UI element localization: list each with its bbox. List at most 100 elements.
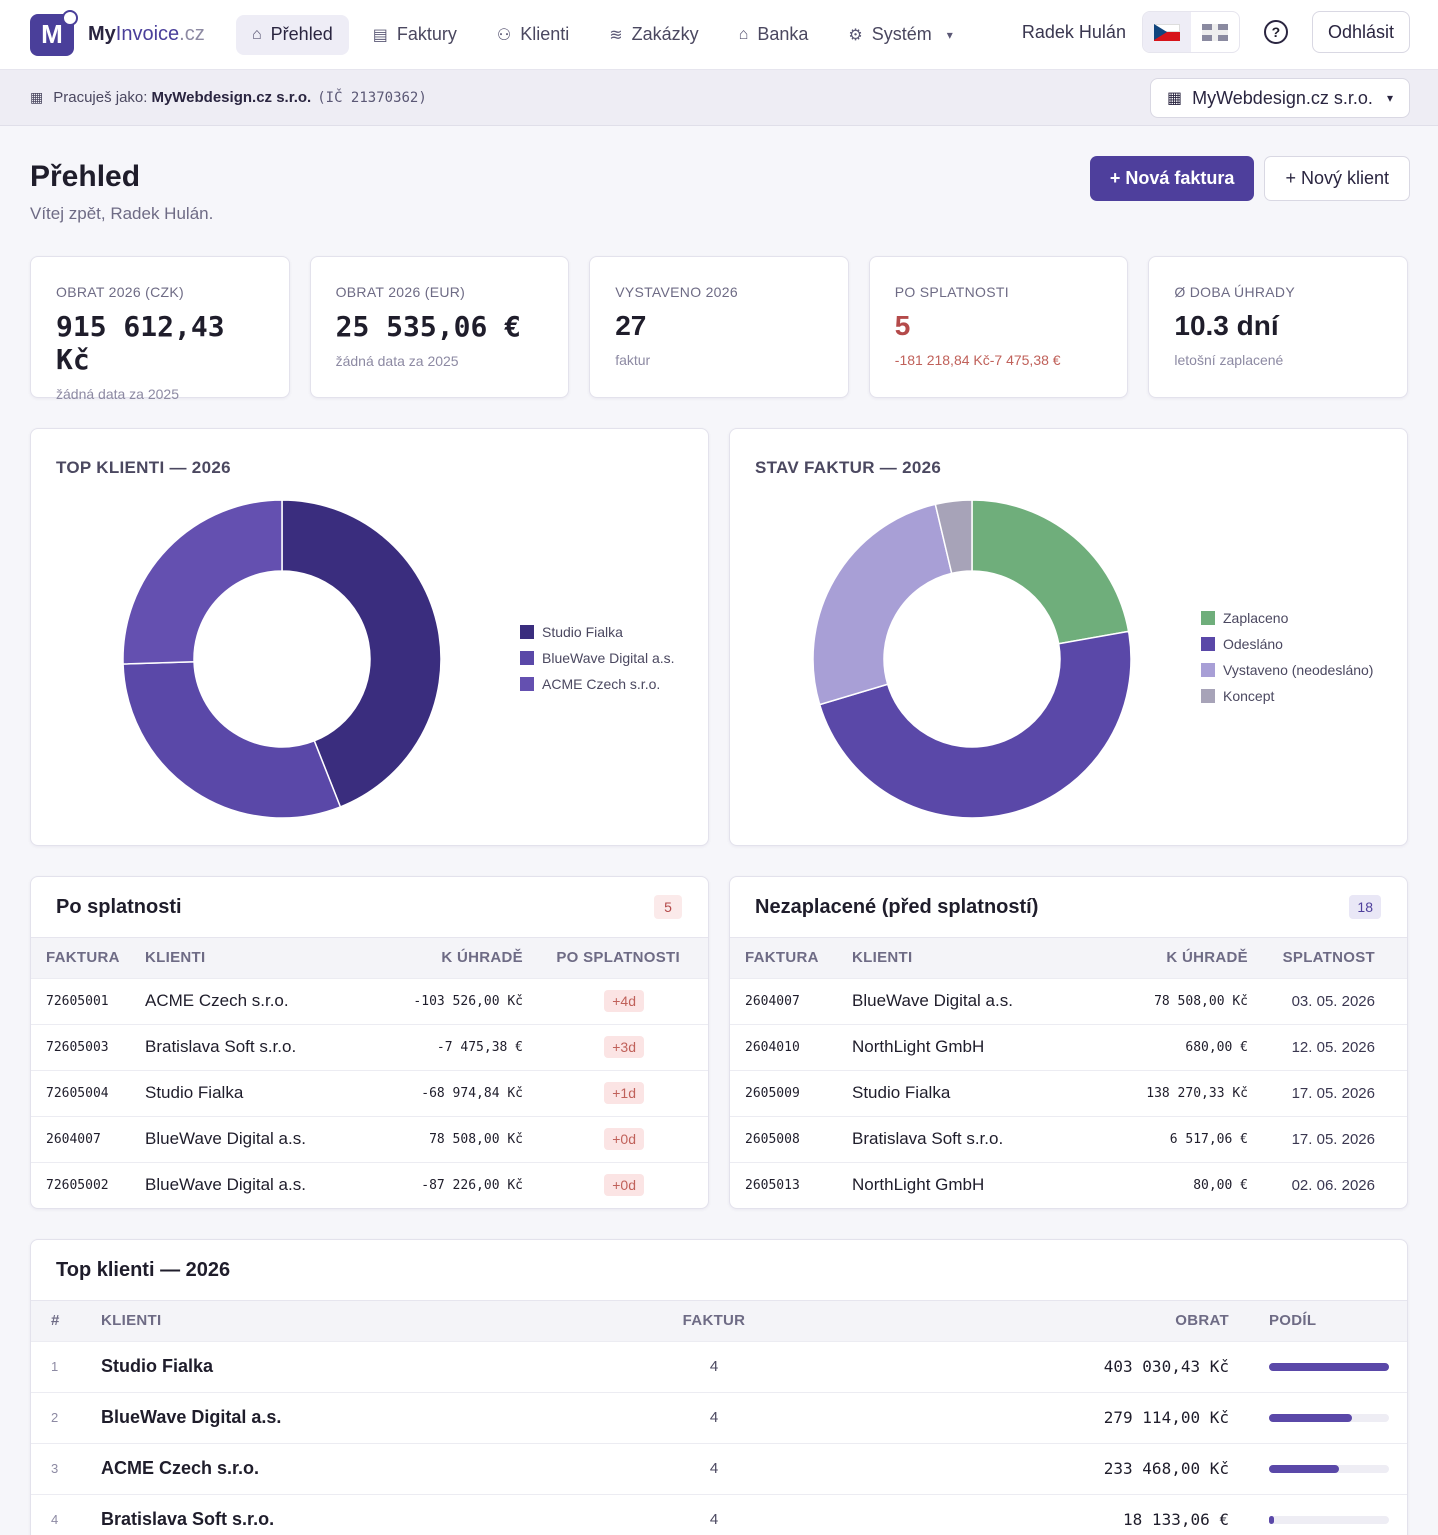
card-title: Nezaplacené (před splatností) — [755, 895, 1039, 918]
nav-item-banka[interactable]: ⌂ Banka — [738, 24, 809, 44]
donut-slice-bluewave-digital-a-s[interactable] — [122, 660, 342, 819]
nav-item-klienti[interactable]: ⚇ Klienti — [496, 24, 570, 44]
invoice-number[interactable]: 2604007 — [31, 1115, 145, 1162]
context-company: MyWebdesign.cz s.r.o. — [151, 89, 312, 106]
invoice-number[interactable]: 2604007 — [730, 977, 852, 1024]
table-row[interactable]: 1 Studio Fialka 4 403 030,43 Kč — [31, 1340, 1407, 1392]
legend-label: ACME Czech s.r.o. — [542, 676, 661, 692]
legend-swatch — [520, 625, 534, 639]
brand-logo[interactable]: M MyInvoice.cz — [30, 9, 236, 56]
kpi-value: 915 612,43 Kč — [56, 310, 225, 376]
table-row[interactable]: 3 ACME Czech s.r.o. 4 233 468,00 Kč — [31, 1442, 1407, 1494]
client-name[interactable]: ACME Czech s.r.o. — [101, 1442, 631, 1494]
company-selector[interactable]: ▦ MyWebdesign.cz s.r.o. ▾ — [1150, 78, 1410, 118]
invoice-number[interactable]: 72605001 — [31, 977, 145, 1024]
rank: 3 — [31, 1442, 101, 1494]
kpi-label: OBRAT 2026 (CZK) — [56, 284, 184, 300]
donut-slice-koncept[interactable] — [934, 499, 973, 575]
kpi-sub: faktur — [615, 352, 651, 368]
nav-item-zakazky[interactable]: ≋ Zakázky — [609, 24, 699, 44]
client-name[interactable]: Bratislava Soft s.r.o. — [101, 1493, 631, 1535]
table-row[interactable]: 72605004 Studio Fialka -68 974,84 Kč +1d — [31, 1069, 708, 1116]
new-client-button[interactable]: + Nový klient — [1264, 156, 1410, 201]
donut-slice-acme-czech-s-r-o[interactable] — [122, 499, 283, 665]
share-cell — [1229, 1442, 1407, 1494]
lang-cz-button[interactable] — [1142, 12, 1191, 52]
legend-label: Zaplaceno — [1223, 610, 1289, 626]
client-name[interactable]: Studio Fialka — [101, 1340, 631, 1392]
table-row[interactable]: 2 BlueWave Digital a.s. 4 279 114,00 Kč — [31, 1391, 1407, 1443]
column-header: PO SPLATNOSTI — [523, 938, 708, 978]
table-row[interactable]: 2605009 Studio Fialka 138 270,33 Kč 17. 05.… — [730, 1069, 1407, 1116]
kpi-card: OBRAT 2026 (CZK) 915 612,43 Kč žádná dat… — [30, 256, 290, 402]
table-row[interactable]: 4 Bratislava Soft s.r.o. 4 18 133,06 € — [31, 1493, 1407, 1535]
legend-item[interactable]: Zaplaceno — [1201, 605, 1373, 631]
table-header-row: FAKTURA KLIENTI K ÚHRADĚ PO SPLATNOSTI — [31, 938, 708, 978]
nav-item-system[interactable]: ⚙ Systém ▾ — [848, 24, 953, 44]
legend-label: Studio Fialka — [542, 624, 623, 640]
context-company-id: (IČ 21370362) — [317, 89, 427, 106]
turnover: 403 030,43 Kč — [797, 1340, 1229, 1392]
invoice-number[interactable]: 2605008 — [730, 1115, 852, 1162]
turnover: 279 114,00 Kč — [797, 1391, 1229, 1443]
page-header: Přehled Vítej zpět, Radek Hulán. + Nová … — [0, 126, 1438, 256]
share-cell — [1229, 1391, 1407, 1443]
amount-due: 6 517,06 € — [1072, 1115, 1248, 1162]
client-name[interactable]: BlueWave Digital a.s. — [101, 1391, 631, 1443]
donut-slice-studio-fialka[interactable] — [281, 499, 442, 808]
donut-slice-vystaveno-neodesl-no[interactable] — [812, 503, 953, 706]
legend-label: Koncept — [1223, 688, 1275, 704]
new-invoice-button[interactable]: + Nová faktura — [1089, 156, 1255, 201]
logout-button[interactable]: Odhlásit — [1311, 11, 1410, 53]
nav-item-prehled[interactable]: ⌂ Přehled — [236, 14, 349, 55]
donut-slice-odesl-no[interactable] — [818, 630, 1132, 819]
chevron-down-icon: ▾ — [946, 27, 953, 42]
language-switcher — [1141, 11, 1240, 53]
legend-item[interactable]: Vystaveno (neodesláno) — [1201, 657, 1373, 683]
table-row[interactable]: 2604010 NorthLight GmbH 680,00 €12. 05. 20… — [730, 1023, 1407, 1070]
legend-item[interactable]: ACME Czech s.r.o. — [520, 671, 675, 697]
donut-slice-zaplaceno[interactable] — [971, 499, 1130, 645]
building-icon: ▦ — [30, 89, 44, 105]
legend-item[interactable]: BlueWave Digital a.s. — [520, 645, 675, 671]
invoice-number[interactable]: 72605002 — [31, 1161, 145, 1208]
table-row[interactable]: 2605013 NorthLight GmbH 80,00 €02. 06. 202… — [730, 1161, 1407, 1208]
share-bar-fill — [1269, 1362, 1389, 1371]
legend-item[interactable]: Koncept — [1201, 683, 1373, 709]
invoice-count: 4 — [631, 1391, 797, 1443]
table-row[interactable]: 72605002 BlueWave Digital a.s. -87 226,00 … — [31, 1161, 708, 1208]
invoice-number[interactable]: 72605004 — [31, 1069, 145, 1116]
client-name: Studio Fialka — [852, 1069, 1072, 1116]
column-header: SPLATNOST — [1248, 938, 1407, 978]
lang-en-button[interactable] — [1191, 12, 1239, 52]
kpi-sub: -181 218,84 Kč-7 475,38 € — [894, 352, 1061, 368]
invoice-number[interactable]: 2605009 — [730, 1069, 852, 1116]
chart-legend: Zaplaceno Odesláno Vystaveno (neodesláno) K… — [1201, 605, 1373, 709]
table-row[interactable]: 72605003 Bratislava Soft s.r.o. -7 475,38 … — [31, 1023, 708, 1070]
invoice-status-donut-chart — [812, 499, 1132, 819]
column-header: FAKTUR — [631, 1301, 797, 1341]
nav-item-faktury[interactable]: ▤ Faktury — [372, 24, 457, 44]
kpi-value: 27 — [615, 310, 647, 341]
home-icon: ⌂ — [252, 25, 262, 43]
table-row[interactable]: 2605008 Bratislava Soft s.r.o. 6 517,06 €1… — [730, 1115, 1407, 1162]
client-name: ACME Czech s.r.o. — [145, 977, 345, 1024]
invoice-number[interactable]: 2604010 — [730, 1023, 852, 1070]
legend-label: Odesláno — [1223, 636, 1283, 652]
legend-item[interactable]: Studio Fialka — [520, 619, 675, 645]
invoice-number[interactable]: 72605003 — [31, 1023, 145, 1070]
overdue-days-badge: +1d — [604, 1082, 644, 1104]
table-row[interactable]: 72605001 ACME Czech s.r.o. -103 526,00 Kč +… — [31, 977, 708, 1024]
legend-item[interactable]: Odesláno — [1201, 631, 1373, 657]
invoice-count: 4 — [631, 1493, 797, 1535]
table-row[interactable]: 2604007 BlueWave Digital a.s. 78 508,00 Kč… — [730, 977, 1407, 1024]
due-date: 02. 06. 2026 — [1248, 1161, 1407, 1208]
help-icon[interactable]: ? — [1263, 20, 1288, 44]
column-header: OBRAT — [797, 1301, 1229, 1341]
column-header: FAKTURA — [730, 938, 852, 978]
legend-swatch — [1201, 689, 1215, 703]
client-name: BlueWave Digital a.s. — [852, 977, 1072, 1024]
kpi-card: VYSTAVENO 2026 27 faktur — [589, 256, 849, 398]
invoice-number[interactable]: 2605013 — [730, 1161, 852, 1208]
table-row[interactable]: 2604007 BlueWave Digital a.s. 78 508,00 Kč… — [31, 1115, 708, 1162]
